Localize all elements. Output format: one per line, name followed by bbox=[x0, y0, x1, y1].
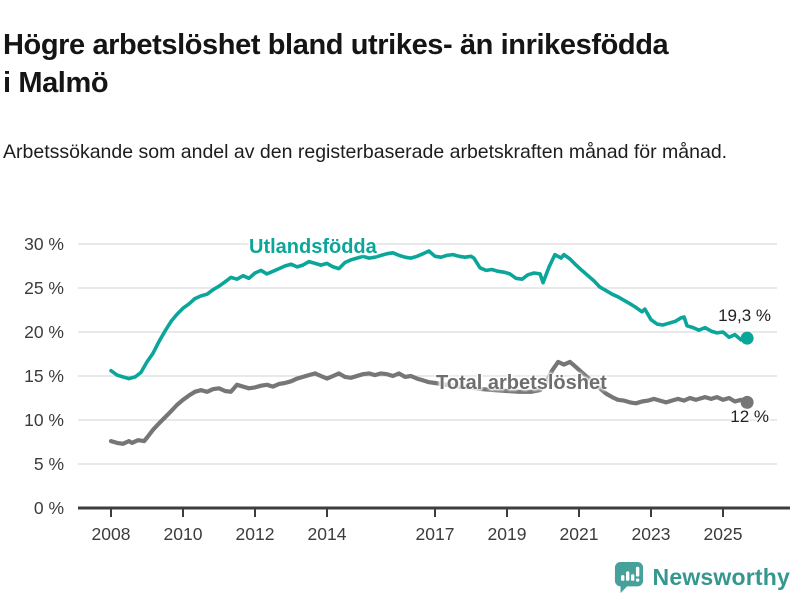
series-line-total bbox=[108, 359, 750, 446]
x-tick-label: 2021 bbox=[560, 524, 599, 544]
end-value-label-total: 12 % bbox=[730, 407, 769, 426]
x-tick-label: 2008 bbox=[92, 524, 131, 544]
y-tick-label: 30 % bbox=[24, 234, 64, 254]
series-label-total-arbetsloshet: Total arbetslöshet bbox=[436, 372, 607, 394]
series-end-dot-total bbox=[740, 395, 754, 409]
y-tick-label: 10 % bbox=[24, 410, 64, 430]
newsworthy-brand-text: Newsworthy bbox=[652, 564, 790, 590]
series-line-utlandsfodda bbox=[109, 249, 749, 381]
x-tick-label: 2012 bbox=[236, 524, 275, 544]
y-tick-label: 20 % bbox=[24, 322, 64, 342]
x-tick-label: 2025 bbox=[704, 524, 743, 544]
page-title: Högre arbetslöshet bland utrikes- än inr… bbox=[3, 29, 669, 99]
y-tick-label: 25 % bbox=[24, 278, 64, 298]
x-tick-label: 2014 bbox=[308, 524, 347, 544]
series-end-dot-utlandsfodda bbox=[740, 331, 754, 345]
chart-subtitle: Arbetssökande som andel av den registerb… bbox=[3, 140, 728, 163]
x-tick-label: 2010 bbox=[164, 524, 203, 544]
y-tick-label: 5 % bbox=[34, 454, 64, 474]
x-tick-label: 2023 bbox=[632, 524, 671, 544]
end-value-label-utlandsfodda: 19,3 % bbox=[718, 306, 771, 325]
y-tick-label: 15 % bbox=[24, 366, 64, 386]
newsworthy-logo-icon bbox=[614, 562, 643, 593]
series-label-utlandsfodda: Utlandsfödda bbox=[249, 236, 377, 258]
x-tick-label: 2019 bbox=[488, 524, 527, 544]
newsworthy-attribution[interactable]: Newsworthy bbox=[614, 561, 790, 594]
y-tick-label: 0 % bbox=[34, 498, 64, 518]
x-tick-label: 2017 bbox=[416, 524, 455, 544]
